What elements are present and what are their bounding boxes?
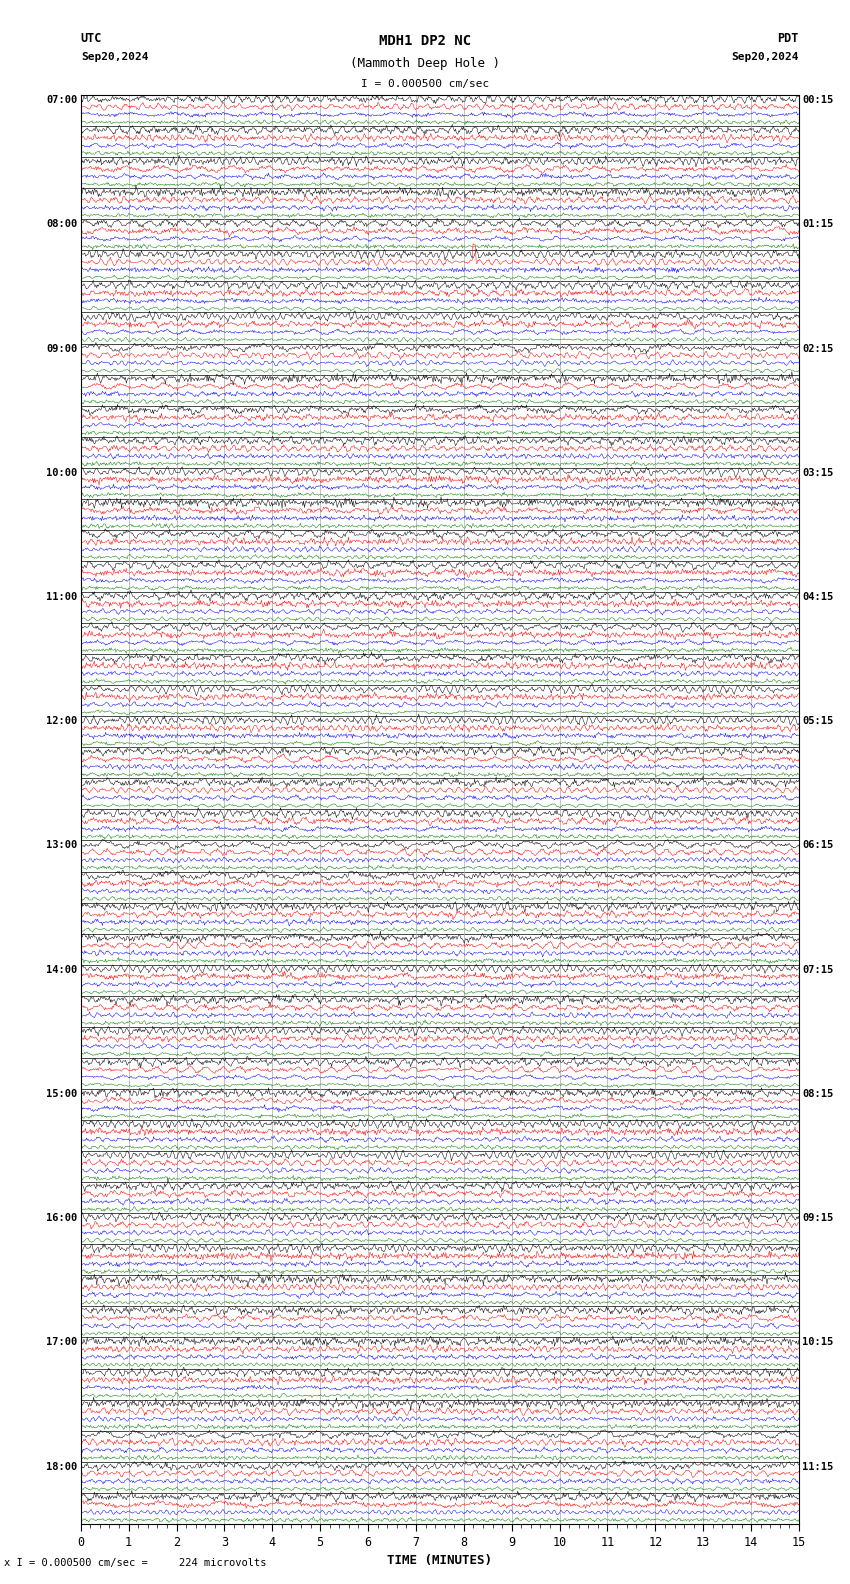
Text: 17:00: 17:00 (46, 1337, 77, 1348)
Text: 09:00: 09:00 (46, 344, 77, 353)
Text: 09:15: 09:15 (802, 1213, 834, 1223)
Text: UTC: UTC (81, 32, 102, 44)
Text: 11:00: 11:00 (46, 592, 77, 602)
Text: 07:00: 07:00 (46, 95, 77, 105)
Text: 03:15: 03:15 (802, 467, 834, 478)
Text: 14:00: 14:00 (46, 965, 77, 974)
Text: Sep20,2024: Sep20,2024 (81, 52, 148, 62)
Text: PDT: PDT (778, 32, 799, 44)
Text: 05:15: 05:15 (802, 716, 834, 725)
Text: Sep20,2024: Sep20,2024 (732, 52, 799, 62)
Text: 16:00: 16:00 (46, 1213, 77, 1223)
Text: 07:15: 07:15 (802, 965, 834, 974)
Text: (Mammoth Deep Hole ): (Mammoth Deep Hole ) (350, 57, 500, 70)
Text: 04:15: 04:15 (802, 592, 834, 602)
Text: x I = 0.000500 cm/sec =     224 microvolts: x I = 0.000500 cm/sec = 224 microvolts (4, 1559, 267, 1568)
Text: 11:15: 11:15 (802, 1462, 834, 1472)
X-axis label: TIME (MINUTES): TIME (MINUTES) (388, 1554, 492, 1567)
Text: 01:15: 01:15 (802, 219, 834, 230)
Text: 08:00: 08:00 (46, 219, 77, 230)
Text: 02:15: 02:15 (802, 344, 834, 353)
Text: 00:15: 00:15 (802, 95, 834, 105)
Text: 10:00: 10:00 (46, 467, 77, 478)
Text: 13:00: 13:00 (46, 841, 77, 851)
Text: MDH1 DP2 NC: MDH1 DP2 NC (379, 33, 471, 48)
Text: 12:00: 12:00 (46, 716, 77, 725)
Text: I = 0.000500 cm/sec: I = 0.000500 cm/sec (361, 79, 489, 89)
Text: 06:15: 06:15 (802, 841, 834, 851)
Text: 15:00: 15:00 (46, 1088, 77, 1099)
Text: 08:15: 08:15 (802, 1088, 834, 1099)
Text: 10:15: 10:15 (802, 1337, 834, 1348)
Text: 18:00: 18:00 (46, 1462, 77, 1472)
